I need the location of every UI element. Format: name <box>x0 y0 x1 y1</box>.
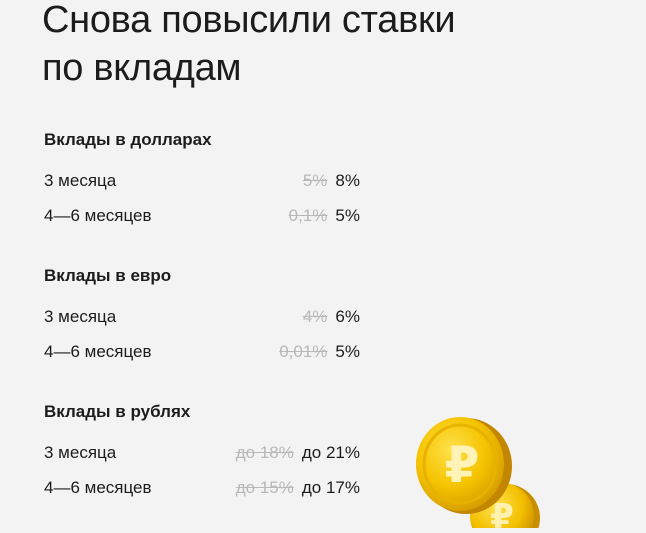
rate-row: 3 месяца 4% 6% <box>44 299 364 334</box>
old-rate: 0,01% <box>279 342 328 361</box>
new-rate: 5% <box>335 206 360 225</box>
section-rubles: Вклады в рублях 3 месяца до 18% до 21% 4—… <box>44 400 364 505</box>
svg-text:₽: ₽ <box>445 436 480 494</box>
old-rate: 5% <box>302 171 328 190</box>
page-title-line-1: Снова повысили ставки <box>42 0 456 41</box>
term-label: 3 месяца <box>44 307 117 326</box>
page-title-line-2: по вкладам <box>42 47 242 89</box>
term-label: 4—6 месяцев <box>44 206 152 225</box>
section-title: Вклады в евро <box>44 266 172 285</box>
new-rate: до 17% <box>301 478 360 497</box>
ruble-coin-icon: ₽ ₽ <box>416 417 540 533</box>
section-title: Вклады в рублях <box>44 402 191 421</box>
term-label: 3 месяца <box>44 171 117 190</box>
rate-row: 4—6 месяцев 0,1% 5% <box>44 198 364 233</box>
rate-row: 4—6 месяцев до 15% до 17% <box>44 470 364 505</box>
old-rate: до 18% <box>235 443 294 462</box>
new-rate: 8% <box>335 171 360 190</box>
rate-row: 3 месяца 5% 8% <box>44 163 364 198</box>
new-rate: 5% <box>335 342 360 361</box>
old-rate: до 15% <box>235 478 294 497</box>
rate-row: 3 месяца до 18% до 21% <box>44 435 364 470</box>
old-rate: 0,1% <box>288 206 328 225</box>
page-title: Снова повысили ставки по вкладам <box>42 0 456 92</box>
old-rate: 4% <box>302 307 328 326</box>
section-title: Вклады в долларах <box>44 130 212 149</box>
new-rate: 6% <box>335 307 360 326</box>
term-label: 4—6 месяцев <box>44 478 152 497</box>
term-label: 4—6 месяцев <box>44 342 152 361</box>
rate-row: 4—6 месяцев 0,01% 5% <box>44 334 364 369</box>
ruble-coins-decoration: ₽ ₽ <box>410 410 646 533</box>
term-label: 3 месяца <box>44 443 117 462</box>
new-rate: до 21% <box>301 443 360 462</box>
section-euro: Вклады в евро 3 месяца 4% 6% 4—6 месяцев … <box>44 264 364 369</box>
svg-text:₽: ₽ <box>490 497 514 528</box>
section-dollars: Вклады в долларах 3 месяца 5% 8% 4—6 меся… <box>44 128 364 233</box>
